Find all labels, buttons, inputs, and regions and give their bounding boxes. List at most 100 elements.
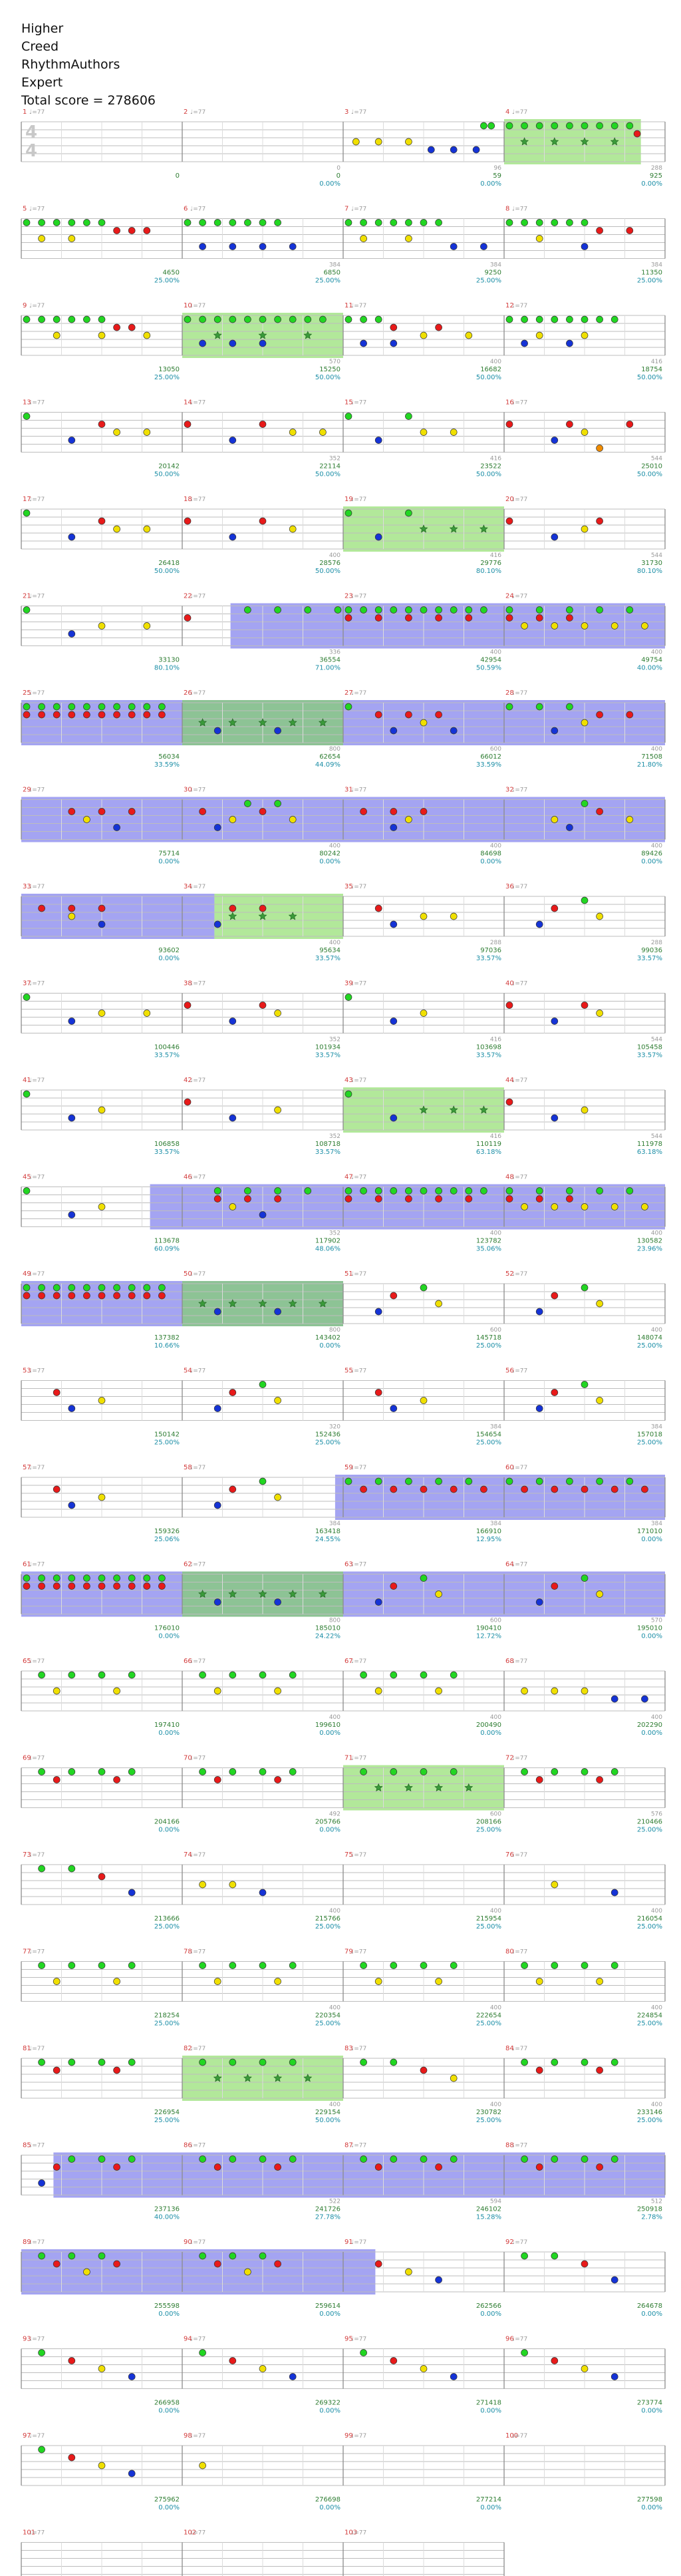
note-green	[566, 1187, 573, 1195]
note-red	[113, 2260, 120, 2268]
note-red	[435, 614, 442, 622]
note-green	[405, 1477, 412, 1485]
tempo-label: ♩=77	[29, 1949, 45, 1956]
note-green	[98, 703, 106, 711]
note-green	[229, 2252, 237, 2260]
note-red	[229, 2357, 237, 2364]
note-blue	[535, 920, 543, 928]
tick-count: 400	[329, 2102, 340, 2108]
measure-number: 76	[505, 1851, 514, 1859]
measure-score: 152436	[315, 1431, 340, 1439]
note-red	[259, 808, 267, 815]
note-blue	[289, 2373, 297, 2380]
measure-score: 176010	[154, 1625, 180, 1632]
note-red	[23, 1292, 31, 1300]
note-green	[581, 1962, 589, 1969]
note-green	[23, 606, 31, 614]
tick-count: 384	[490, 1424, 501, 1431]
note-green	[566, 315, 573, 323]
tempo-label: ♩=77	[190, 1562, 205, 1568]
tempo-label: ♩=77	[512, 1465, 527, 1471]
measure-score: 210466	[637, 1819, 662, 1826]
measure-score: 26418	[158, 560, 180, 567]
note-red	[633, 130, 641, 138]
star-note	[449, 1105, 458, 1114]
note-red	[274, 1776, 281, 1783]
measure-number: 18	[184, 496, 192, 503]
tempo-label: ♩=77	[190, 2143, 205, 2149]
tempo-label: ♩=77	[351, 1949, 366, 1956]
note-red	[551, 904, 559, 912]
note-yellow	[53, 1978, 61, 1985]
measure-percent: 33.57%	[315, 955, 340, 962]
measure-percent: 0.00%	[319, 1827, 340, 1834]
note-green	[128, 1574, 136, 1582]
note-blue	[611, 2276, 618, 2284]
measure-number: 94	[184, 2336, 192, 2343]
note-blue	[68, 437, 76, 444]
note-red	[113, 227, 120, 234]
note-green	[435, 219, 442, 226]
note-green	[450, 2155, 458, 2163]
note-yellow	[113, 525, 120, 533]
measure-percent: 0.00%	[319, 1342, 340, 1350]
note-green	[53, 315, 61, 323]
note-green	[505, 606, 513, 614]
measure-score: 93602	[158, 947, 180, 954]
measure-percent: 25.00%	[315, 1439, 340, 1447]
note-yellow	[143, 525, 151, 533]
note-blue	[229, 339, 237, 347]
note-green	[38, 2058, 45, 2066]
measure-score: 199610	[315, 1722, 340, 1729]
tick-count: 576	[651, 1811, 662, 1818]
tempo-label: ♩=77	[512, 1949, 527, 1956]
star-note	[318, 718, 327, 727]
song-header: Higher Creed RhythmAuthors Expert Total …	[21, 20, 156, 110]
tempo-label: ♩=77	[351, 2336, 366, 2343]
star-note	[434, 1783, 444, 1792]
tick-count: 400	[490, 2102, 501, 2108]
note-red	[535, 614, 543, 622]
note-red	[566, 1195, 573, 1202]
note-green	[450, 1768, 458, 1775]
note-green	[38, 1962, 45, 1969]
measure-percent: 25.00%	[476, 1439, 501, 1447]
tick-count: 544	[651, 1037, 662, 1043]
tempo-label: ♩=77	[512, 1658, 527, 1665]
measure-number: 12	[505, 302, 514, 309]
measure-number: 3	[344, 108, 348, 116]
tick-count: 594	[490, 2199, 501, 2205]
measure-number: 38	[184, 980, 192, 988]
note-red	[405, 614, 412, 622]
note-red	[535, 1195, 543, 1202]
note-green	[611, 122, 618, 130]
measure-number: 75	[344, 1851, 353, 1859]
note-green	[480, 122, 487, 130]
note-blue	[259, 243, 267, 250]
measure-number: 63	[344, 1561, 353, 1568]
tempo-label: ♩=77	[351, 206, 366, 213]
star-note	[610, 137, 619, 146]
note-red	[420, 2066, 428, 2074]
note-green	[98, 1574, 106, 1582]
measure-number: 47	[344, 1174, 353, 1181]
measure-percent: 0.00%	[641, 2504, 662, 2511]
measure-percent: 0.00%	[480, 1730, 501, 1737]
measure-score: 33130	[158, 657, 180, 664]
note-red	[551, 2357, 559, 2364]
measure-number: 39	[344, 980, 353, 988]
measure-number: 96	[505, 2336, 514, 2343]
tick-count: 400	[490, 1230, 501, 1237]
tick-count: 0	[337, 165, 340, 172]
note-blue	[128, 2373, 136, 2380]
note-yellow	[352, 138, 360, 146]
note-blue	[199, 339, 206, 347]
note-red	[98, 421, 106, 428]
note-green	[23, 1187, 31, 1195]
note-yellow	[596, 1010, 603, 1017]
note-green	[344, 1477, 352, 1485]
note-yellow	[274, 1687, 281, 1695]
note-green	[128, 2058, 136, 2066]
note-red	[374, 1195, 382, 1202]
note-blue	[213, 824, 221, 831]
